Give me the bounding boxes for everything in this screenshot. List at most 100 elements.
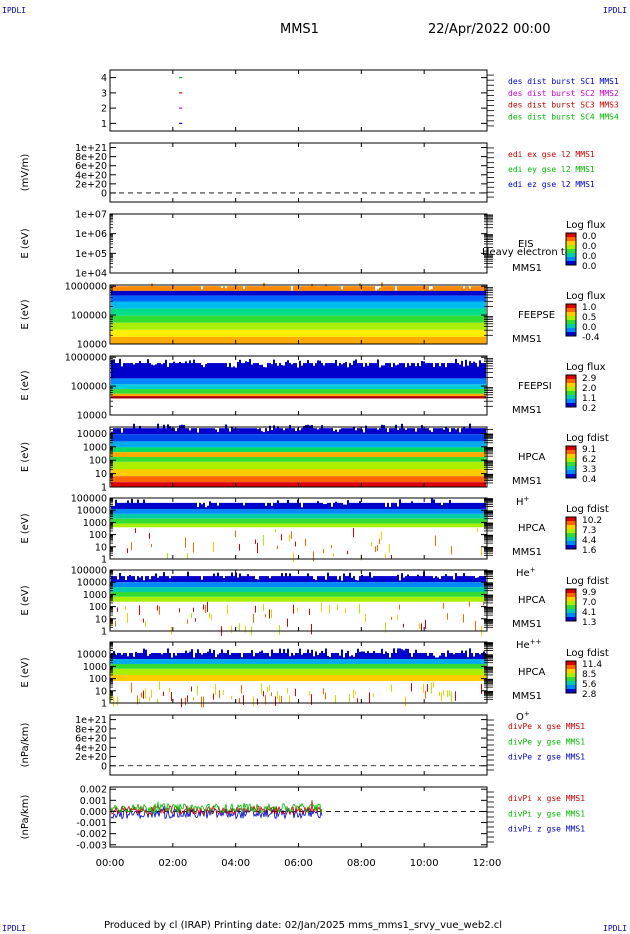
spectrogram-speckle bbox=[437, 648, 439, 658]
colorbar-segment bbox=[566, 399, 576, 404]
spectrogram-band bbox=[111, 290, 486, 296]
colorbar-tick-label: 0.0 bbox=[582, 232, 597, 242]
colorbar-frame bbox=[565, 374, 577, 408]
legend-entry: divPe x gse MMS1 bbox=[508, 722, 585, 731]
legend-entry: divPi z gse MMS1 bbox=[508, 825, 585, 834]
spectrogram-speckle bbox=[301, 498, 303, 508]
spectrogram-speckle bbox=[281, 696, 282, 703]
spectrogram-speckle bbox=[371, 574, 373, 578]
spectrogram-speckle bbox=[399, 604, 400, 610]
spectrogram-speckle bbox=[345, 501, 347, 505]
spectrogram-speckle bbox=[449, 424, 451, 432]
spectrogram-speckle bbox=[115, 499, 117, 506]
spectrogram-speckle bbox=[269, 609, 270, 619]
spectrogram-speckle bbox=[289, 649, 291, 657]
spectrogram-speckle bbox=[325, 284, 327, 289]
spectrogram-speckle bbox=[115, 620, 116, 627]
spectrogram-speckle bbox=[311, 694, 312, 705]
spectrogram-speckle bbox=[263, 424, 265, 433]
spectrogram-speckle bbox=[325, 692, 326, 700]
spectrogram-speckle bbox=[439, 692, 440, 696]
spectrogram-speckle bbox=[435, 648, 437, 658]
spectrogram-speckle bbox=[305, 538, 306, 546]
colorbar-segment bbox=[566, 617, 576, 622]
spectrogram-speckle bbox=[147, 650, 149, 656]
spectrogram-speckle bbox=[421, 360, 423, 366]
spectrogram-speckle bbox=[203, 696, 204, 708]
spectrogram-speckle bbox=[151, 361, 153, 365]
spectrogram-speckle bbox=[219, 690, 220, 699]
spectrogram-speckle bbox=[121, 359, 123, 367]
spectrogram-speckle bbox=[399, 648, 401, 658]
spectrogram-speckle bbox=[279, 695, 280, 703]
spectrogram-speckle bbox=[139, 574, 141, 578]
spectrogram-speckle bbox=[263, 603, 264, 611]
spectrogram-speckle bbox=[341, 283, 343, 290]
spectrogram-speckle bbox=[401, 649, 403, 657]
spectrogram-speckle bbox=[157, 574, 159, 578]
spectrogram-speckle bbox=[315, 572, 317, 580]
colorbar-segment bbox=[566, 257, 576, 262]
spectrogram-speckle bbox=[469, 361, 471, 365]
spectrogram-speckle bbox=[455, 358, 457, 368]
spectrogram-speckle bbox=[445, 649, 447, 657]
spectrogram-speckle bbox=[337, 604, 338, 611]
spectrogram-speckle bbox=[171, 648, 173, 658]
legend-entry: des dist burst SC3 MMS3 bbox=[508, 101, 619, 110]
spectrogram-speckle bbox=[463, 573, 465, 580]
colorbar-segment bbox=[566, 545, 576, 550]
spectrogram-speckle bbox=[433, 359, 435, 367]
spectrogram-speckle bbox=[313, 573, 315, 579]
colorbar-title: Log flux bbox=[566, 220, 606, 231]
spectrogram-speckle bbox=[347, 650, 349, 656]
spectrogram-band bbox=[111, 476, 486, 483]
y-tick-label: 100000 bbox=[71, 494, 107, 505]
species-note: Heavy electron to bbox=[482, 247, 571, 258]
spectrogram-speckle bbox=[377, 544, 378, 552]
spectrogram-speckle bbox=[269, 425, 271, 431]
spectrogram-speckle bbox=[477, 359, 479, 367]
spectrogram-speckle bbox=[135, 572, 137, 580]
colorbar-segment bbox=[566, 324, 576, 329]
spectrogram-speckle bbox=[383, 651, 385, 655]
spectrogram-speckle bbox=[353, 426, 355, 430]
spectrogram-speckle bbox=[179, 361, 181, 365]
spectrogram-speckle bbox=[353, 689, 354, 699]
spectrogram-speckle bbox=[355, 426, 357, 431]
legend-entry: edi ez gse l2 MMS1 bbox=[508, 180, 595, 189]
spectrogram-band bbox=[111, 591, 486, 597]
spectrogram-speckle bbox=[217, 651, 219, 655]
spectrogram-speckle bbox=[169, 687, 170, 693]
spectrogram-speckle bbox=[117, 572, 119, 580]
spectrogram-speckle bbox=[231, 695, 232, 700]
y-tick-label: 1e+07 bbox=[75, 210, 107, 221]
spectrogram-speckle bbox=[157, 423, 159, 433]
spectrogram-speckle bbox=[259, 651, 261, 655]
spectrogram-speckle bbox=[185, 697, 186, 706]
y-axis-label: E (eV) bbox=[20, 228, 31, 258]
spectrogram-speckle bbox=[187, 695, 188, 702]
spectrogram-band bbox=[111, 384, 486, 390]
spectrogram-speckle bbox=[189, 651, 191, 655]
spectrogram-speckle bbox=[133, 423, 135, 433]
spectrogram-speckle bbox=[193, 607, 194, 612]
spectrogram-speckle bbox=[217, 500, 219, 506]
spectrogram-speckle bbox=[293, 604, 294, 614]
spectrogram-speckle bbox=[283, 360, 285, 366]
spectrogram-speckle bbox=[191, 613, 192, 619]
spectrogram-speckle bbox=[111, 359, 113, 367]
spectrogram-speckle bbox=[381, 424, 383, 432]
x-tick-label: 02:00 bbox=[158, 858, 187, 869]
spectrogram-speckle bbox=[205, 498, 207, 508]
colorbar-segment bbox=[566, 328, 576, 333]
datetime-title: 22/Apr/2022 00:00 bbox=[428, 22, 551, 37]
spectrogram-speckle bbox=[167, 359, 169, 367]
spectrogram-speckle bbox=[131, 498, 133, 507]
spectrogram-speckle bbox=[465, 650, 467, 656]
legend-entry: des dist burst SC1 MMS1 bbox=[508, 77, 619, 86]
colorbar-segment bbox=[566, 454, 576, 459]
x-tick-label: 06:00 bbox=[284, 858, 313, 869]
spectrogram-speckle bbox=[443, 426, 445, 430]
spectrogram-speckle bbox=[389, 498, 391, 507]
